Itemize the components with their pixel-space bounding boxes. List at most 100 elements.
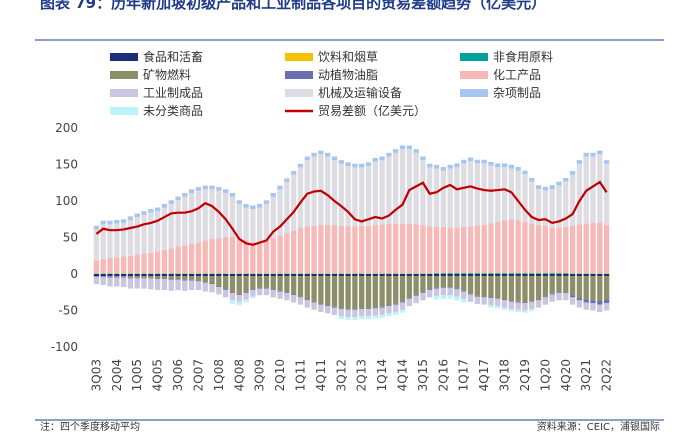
bar-segment: [441, 273, 446, 274]
bar-segment: [216, 187, 221, 191]
bar-segment: [237, 238, 242, 273]
bar-segment: [325, 305, 330, 306]
bar-segment: [121, 223, 126, 257]
bar-segment: [94, 276, 99, 277]
bar-segment: [604, 276, 609, 299]
bar-segment: [481, 297, 486, 304]
bar-segment: [203, 282, 208, 283]
bar-segment: [373, 225, 378, 273]
bar-segment: [114, 278, 119, 287]
bar-segment: [196, 191, 201, 243]
bar-segment: [352, 309, 357, 310]
bar-segment: [359, 274, 364, 276]
bar-segment: [107, 274, 112, 276]
bar-segment: [393, 274, 398, 276]
bar-segment: [169, 248, 174, 273]
x-tick-label: 4Q11: [314, 359, 328, 391]
bar-segment: [475, 160, 480, 164]
bar-segment: [570, 171, 575, 175]
bar-segment: [502, 276, 507, 299]
bar-segment: [101, 277, 106, 285]
legend-label: 化工产品: [493, 68, 541, 82]
bar-segment: [522, 171, 527, 175]
bar-segment: [427, 164, 432, 168]
bar-segment: [543, 226, 548, 273]
bar-segment: [434, 227, 439, 273]
bar-segment: [522, 276, 527, 302]
bar-segment: [366, 316, 371, 319]
bar-segment: [441, 295, 446, 299]
bar-segment: [536, 185, 541, 189]
bar-segment: [590, 276, 595, 300]
bar-segment: [325, 306, 330, 313]
bar-segment: [107, 277, 112, 278]
bar-segment: [339, 226, 344, 273]
bar-segment: [584, 300, 589, 303]
bar-segment: [223, 193, 228, 237]
bar-segment: [379, 276, 384, 307]
y-tick-label: 100: [55, 194, 78, 208]
bar-segment: [352, 276, 357, 309]
bar-segment: [196, 281, 201, 282]
bar-segment: [413, 276, 418, 295]
bar-segment: [441, 227, 446, 273]
bar-segment: [441, 274, 446, 276]
bar-segment: [475, 296, 480, 297]
bar-segment: [114, 274, 119, 276]
bar-segment: [339, 160, 344, 164]
bar-segment: [284, 182, 289, 233]
bar-segment: [570, 297, 575, 304]
bar-segment: [481, 274, 486, 276]
bar-segment: [447, 276, 452, 287]
bar-segment: [407, 149, 412, 223]
bar-segment: [536, 273, 541, 274]
x-tick-label: 2Q16: [436, 359, 450, 391]
bar-segment: [94, 277, 99, 284]
bar-segment: [509, 309, 514, 311]
bar-segment: [148, 209, 153, 213]
bar-segment: [461, 276, 466, 291]
bar-segment: [243, 208, 248, 241]
bar-segment: [481, 273, 486, 274]
bar-segment: [420, 225, 425, 273]
x-tick-label: 3Q12: [334, 359, 348, 391]
bar-segment: [454, 163, 459, 167]
bar-segment: [570, 274, 575, 276]
bar-segment: [413, 295, 418, 296]
bar-segment: [407, 276, 412, 298]
bar-segment: [529, 273, 534, 274]
bar-segment: [339, 308, 344, 309]
bar-segment: [135, 213, 140, 217]
bar-segment: [189, 189, 194, 193]
bar-segment: [550, 294, 555, 301]
bar-segment: [237, 204, 242, 238]
bar-segment: [114, 257, 119, 273]
bar-segment: [461, 291, 466, 292]
bar-segment: [345, 166, 350, 227]
bar-segment: [128, 276, 133, 277]
bar-segment: [420, 292, 425, 293]
bar-segment: [379, 308, 384, 315]
bar-segment: [509, 273, 514, 274]
bar-segment: [475, 273, 480, 274]
bar-segment: [516, 171, 521, 221]
bar-segment: [597, 301, 602, 305]
bar-segment: [529, 223, 534, 273]
legend-label: 工业制成品: [143, 86, 203, 100]
bar-segment: [339, 274, 344, 276]
bar-segment: [271, 276, 276, 289]
bar-segment: [550, 274, 555, 276]
bar-segment: [420, 276, 425, 292]
bar-segment: [407, 298, 412, 299]
bar-segment: [502, 273, 507, 274]
bar-segment: [386, 305, 391, 306]
bar-segment: [189, 276, 194, 280]
legend-swatch: [110, 53, 138, 61]
bar-segment: [461, 292, 466, 299]
bar-segment: [536, 274, 541, 276]
bar-segment: [407, 224, 412, 274]
bar-segment: [107, 258, 112, 273]
bar-segment: [461, 274, 466, 276]
bar-segment: [550, 294, 555, 295]
bar-segment: [182, 276, 187, 280]
